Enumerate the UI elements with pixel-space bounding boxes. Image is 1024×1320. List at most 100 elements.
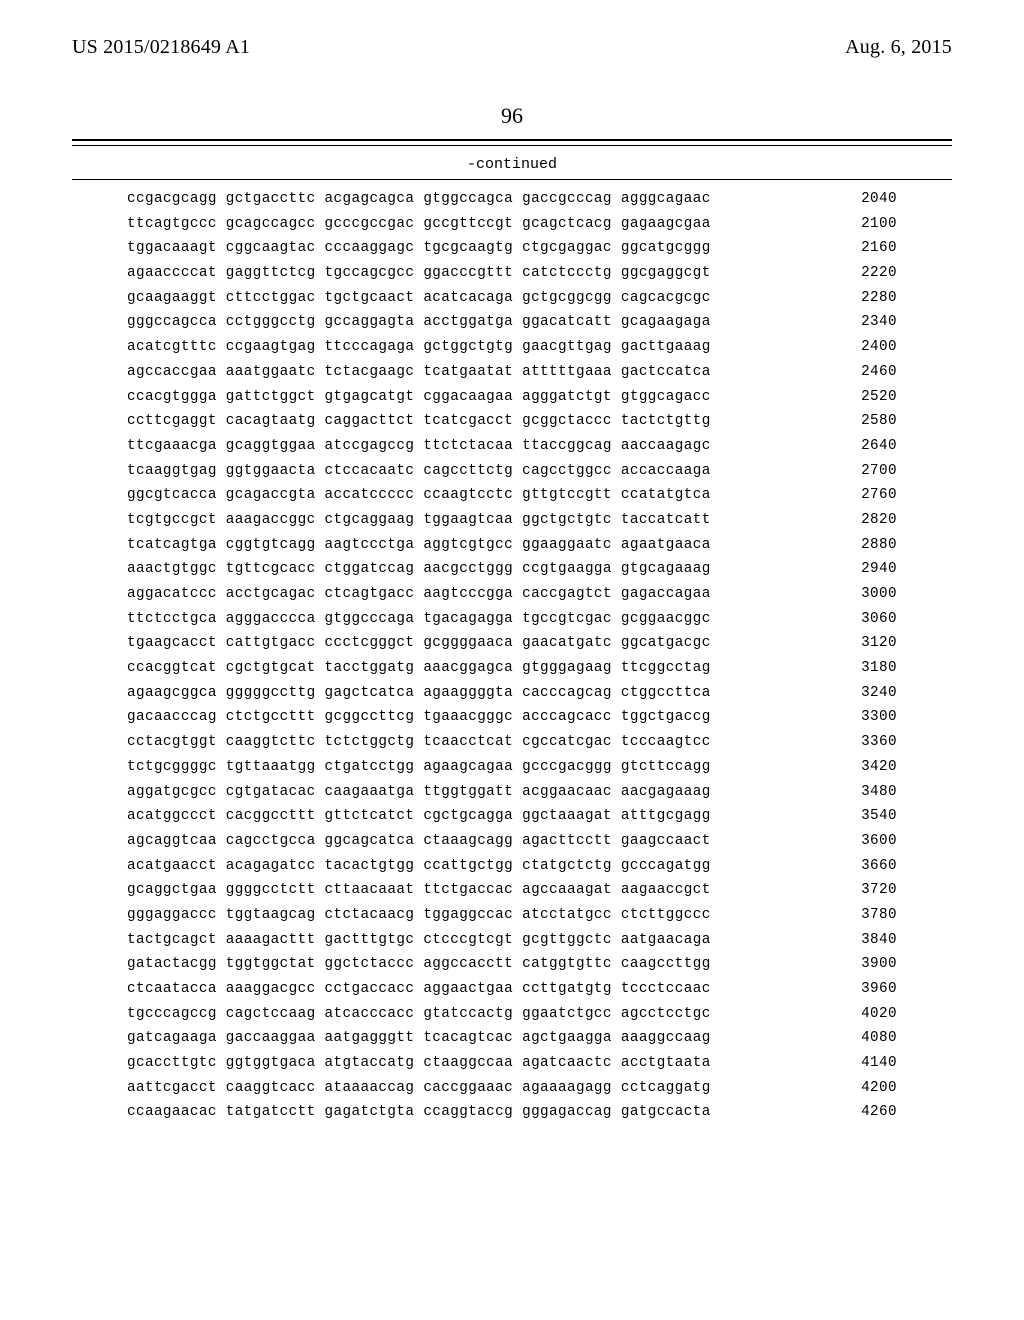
sequence-position: 2460 xyxy=(819,365,897,379)
sequence-text: agccaccgaa aaatggaatc tctacgaagc tcatgaa… xyxy=(127,365,711,379)
sequence-text: aggacatccc acctgcagac ctcagtgacc aagtccc… xyxy=(127,587,711,601)
sequence-text: tcaaggtgag ggtggaacta ctccacaatc cagcctt… xyxy=(127,464,711,478)
sequence-text: aggatgcgcc cgtgatacac caagaaatga ttggtgg… xyxy=(127,785,711,799)
sequence-position: 2640 xyxy=(819,439,897,453)
sequence-text: ccacggtcat cgctgtgcat tacctggatg aaacgga… xyxy=(127,661,711,675)
sequence-position: 3480 xyxy=(819,785,897,799)
sequence-text: agaagcggca gggggccttg gagctcatca agaaggg… xyxy=(127,686,711,700)
sequence-position: 3360 xyxy=(819,735,897,749)
sequence-row: gcaggctgaa ggggcctctt cttaacaaat ttctgac… xyxy=(127,883,897,897)
sequence-position: 2040 xyxy=(819,192,897,206)
sequence-listing: ccgacgcagg gctgaccttc acgagcagca gtggcca… xyxy=(127,192,897,1120)
sequence-position: 2700 xyxy=(819,464,897,478)
sequence-row: ttcgaaacga gcaggtggaa atccgagccg ttctcta… xyxy=(127,439,897,453)
sequence-row: aggatgcgcc cgtgatacac caagaaatga ttggtgg… xyxy=(127,785,897,799)
sequence-row: ccacggtcat cgctgtgcat tacctggatg aaacgga… xyxy=(127,661,897,675)
sequence-row: gacaacccag ctctgccttt gcggccttcg tgaaacg… xyxy=(127,710,897,724)
sequence-position: 3180 xyxy=(819,661,897,675)
sequence-row: ccgacgcagg gctgaccttc acgagcagca gtggcca… xyxy=(127,192,897,206)
sequence-position: 2760 xyxy=(819,488,897,502)
sequence-row: agccaccgaa aaatggaatc tctacgaagc tcatgaa… xyxy=(127,365,897,379)
sequence-position: 4200 xyxy=(819,1081,897,1095)
sequence-text: acatcgtttc ccgaagtgag ttcccagaga gctggct… xyxy=(127,340,711,354)
sequence-row: tcatcagtga cggtgtcagg aagtccctga aggtcgt… xyxy=(127,538,897,552)
publication-number: US 2015/0218649 A1 xyxy=(72,36,250,59)
sequence-position: 2340 xyxy=(819,315,897,329)
sequence-text: gggccagcca cctgggcctg gccaggagta acctgga… xyxy=(127,315,711,329)
sequence-row: gcaagaaggt cttcctggac tgctgcaact acatcac… xyxy=(127,291,897,305)
sequence-text: tcgtgccgct aaagaccggc ctgcaggaag tggaagt… xyxy=(127,513,711,527)
sequence-text: aaactgtggc tgttcgcacc ctggatccag aacgcct… xyxy=(127,562,711,576)
sequence-row: ccacgtggga gattctggct gtgagcatgt cggacaa… xyxy=(127,390,897,404)
sequence-row: tggacaaagt cggcaagtac cccaaggagc tgcgcaa… xyxy=(127,241,897,255)
sequence-row: agcaggtcaa cagcctgcca ggcagcatca ctaaagc… xyxy=(127,834,897,848)
sequence-position: 2820 xyxy=(819,513,897,527)
sequence-position: 3420 xyxy=(819,760,897,774)
sequence-text: gcaccttgtc ggtggtgaca atgtaccatg ctaaggc… xyxy=(127,1056,711,1070)
sequence-row: ggcgtcacca gcagaccgta accatccccc ccaagtc… xyxy=(127,488,897,502)
continued-label: -continued xyxy=(72,156,952,173)
sequence-row: ccaagaacac tatgatcctt gagatctgta ccaggta… xyxy=(127,1105,897,1119)
sequence-position: 3300 xyxy=(819,710,897,724)
sequence-row: aggacatccc acctgcagac ctcagtgacc aagtccc… xyxy=(127,587,897,601)
sequence-position: 3840 xyxy=(819,933,897,947)
sequence-text: ctcaatacca aaaggacgcc cctgaccacc aggaact… xyxy=(127,982,711,996)
sequence-row: ccttcgaggt cacagtaatg caggacttct tcatcga… xyxy=(127,414,897,428)
sequence-row: agaaccccat gaggttctcg tgccagcgcc ggacccg… xyxy=(127,266,897,280)
sequence-row: tgcccagccg cagctccaag atcacccacc gtatcca… xyxy=(127,1007,897,1021)
sequence-text: ccttcgaggt cacagtaatg caggacttct tcatcga… xyxy=(127,414,711,428)
sequence-text: gatcagaaga gaccaaggaa aatgagggtt tcacagt… xyxy=(127,1031,711,1045)
sequence-row: gatcagaaga gaccaaggaa aatgagggtt tcacagt… xyxy=(127,1031,897,1045)
rule-thin xyxy=(72,179,952,180)
sequence-position: 3240 xyxy=(819,686,897,700)
publication-date: Aug. 6, 2015 xyxy=(845,36,952,59)
rule-double xyxy=(72,139,952,146)
sequence-text: gatactacgg tggtggctat ggctctaccc aggccac… xyxy=(127,957,711,971)
sequence-row: tctgcggggc tgttaaatgg ctgatcctgg agaagca… xyxy=(127,760,897,774)
sequence-text: acatgaacct acagagatcc tacactgtgg ccattgc… xyxy=(127,859,711,873)
sequence-position: 2940 xyxy=(819,562,897,576)
sequence-position: 4080 xyxy=(819,1031,897,1045)
sequence-text: ggcgtcacca gcagaccgta accatccccc ccaagtc… xyxy=(127,488,711,502)
sequence-position: 3660 xyxy=(819,859,897,873)
sequence-text: tgcccagccg cagctccaag atcacccacc gtatcca… xyxy=(127,1007,711,1021)
sequence-row: ttctcctgca agggacccca gtggcccaga tgacaga… xyxy=(127,612,897,626)
sequence-row: acatgaacct acagagatcc tacactgtgg ccattgc… xyxy=(127,859,897,873)
sequence-row: tactgcagct aaaagacttt gactttgtgc ctcccgt… xyxy=(127,933,897,947)
sequence-position: 2580 xyxy=(819,414,897,428)
sequence-position: 4140 xyxy=(819,1056,897,1070)
sequence-text: ttcgaaacga gcaggtggaa atccgagccg ttctcta… xyxy=(127,439,711,453)
sequence-position: 3900 xyxy=(819,957,897,971)
sequence-position: 4260 xyxy=(819,1105,897,1119)
sequence-position: 3000 xyxy=(819,587,897,601)
page-container: US 2015/0218649 A1 Aug. 6, 2015 96 -cont… xyxy=(0,0,1024,1320)
sequence-row: acatcgtttc ccgaagtgag ttcccagaga gctggct… xyxy=(127,340,897,354)
page-number: 96 xyxy=(72,103,952,129)
sequence-row: tgaagcacct cattgtgacc ccctcgggct gcgggga… xyxy=(127,636,897,650)
sequence-row: aattcgacct caaggtcacc ataaaaccag caccgga… xyxy=(127,1081,897,1095)
sequence-row: gcaccttgtc ggtggtgaca atgtaccatg ctaaggc… xyxy=(127,1056,897,1070)
sequence-row: gatactacgg tggtggctat ggctctaccc aggccac… xyxy=(127,957,897,971)
sequence-text: gcaagaaggt cttcctggac tgctgcaact acatcac… xyxy=(127,291,711,305)
sequence-position: 2160 xyxy=(819,241,897,255)
sequence-text: ttctcctgca agggacccca gtggcccaga tgacaga… xyxy=(127,612,711,626)
sequence-row: tcgtgccgct aaagaccggc ctgcaggaag tggaagt… xyxy=(127,513,897,527)
sequence-position: 3540 xyxy=(819,809,897,823)
sequence-text: cctacgtggt caaggtcttc tctctggctg tcaacct… xyxy=(127,735,711,749)
sequence-text: agcaggtcaa cagcctgcca ggcagcatca ctaaagc… xyxy=(127,834,711,848)
sequence-position: 3600 xyxy=(819,834,897,848)
sequence-row: gggaggaccc tggtaagcag ctctacaacg tggaggc… xyxy=(127,908,897,922)
sequence-position: 3960 xyxy=(819,982,897,996)
sequence-text: gacaacccag ctctgccttt gcggccttcg tgaaacg… xyxy=(127,710,711,724)
sequence-position: 2280 xyxy=(819,291,897,305)
sequence-text: agaaccccat gaggttctcg tgccagcgcc ggacccg… xyxy=(127,266,711,280)
sequence-position: 3060 xyxy=(819,612,897,626)
page-header: US 2015/0218649 A1 Aug. 6, 2015 xyxy=(72,36,952,59)
sequence-row: agaagcggca gggggccttg gagctcatca agaaggg… xyxy=(127,686,897,700)
sequence-row: aaactgtggc tgttcgcacc ctggatccag aacgcct… xyxy=(127,562,897,576)
sequence-position: 2220 xyxy=(819,266,897,280)
sequence-text: ccgacgcagg gctgaccttc acgagcagca gtggcca… xyxy=(127,192,711,206)
sequence-row: acatggccct cacggccttt gttctcatct cgctgca… xyxy=(127,809,897,823)
sequence-text: gggaggaccc tggtaagcag ctctacaacg tggaggc… xyxy=(127,908,711,922)
sequence-row: tcaaggtgag ggtggaacta ctccacaatc cagcctt… xyxy=(127,464,897,478)
